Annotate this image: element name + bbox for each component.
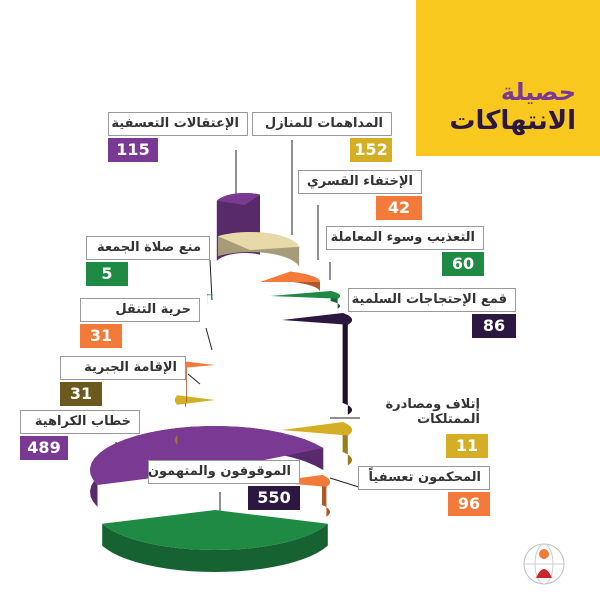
label-value: 86: [472, 314, 516, 338]
pie-slice: [185, 361, 215, 368]
label-value: 152: [350, 138, 392, 162]
label-text: الموقوفون والمتهمون: [148, 460, 300, 484]
title-block: حصيلة الانتهاكات: [416, 0, 600, 156]
leader-line: [209, 259, 213, 301]
label-text: الإختفاء القسري: [298, 170, 422, 194]
pie-slice: [270, 475, 330, 487]
label-text: المداهمات للمنازل: [252, 112, 392, 136]
organization-logo-icon: [523, 543, 565, 585]
pie-slice-side: [102, 523, 328, 572]
label-value: 31: [80, 324, 122, 348]
leader-line: [205, 327, 213, 351]
label-disappearance: الإختفاء القسري 42: [298, 170, 422, 220]
leader-line: [329, 477, 363, 489]
label-torture: التعذيب وسوء المعاملة 60: [326, 226, 484, 276]
label-text: الإعتقالات التعسفية: [108, 112, 248, 136]
pie-slice: [270, 291, 340, 299]
label-text: حرية التنقل: [80, 298, 200, 322]
label-sentenced: المحكمون تعسفياً 96: [358, 466, 490, 518]
label-house-arrest: الإقامة الجبرية 31: [60, 356, 186, 406]
label-text: المحكمون تعسفياً: [358, 466, 490, 490]
pie-slice: [282, 422, 352, 436]
leader-line: [187, 373, 201, 385]
pie-slices: [90, 193, 352, 572]
pie-slice: [217, 232, 300, 250]
page-title-line1: حصيلة: [500, 78, 576, 106]
page-title-line2: الانتهاكات: [449, 106, 576, 136]
label-text: خطاب الكراهية: [20, 410, 140, 434]
label-arbitrary-arrests: الإعتقالات التعسفية 115: [108, 112, 248, 162]
label-hate-speech: خطاب الكراهية 489: [20, 410, 140, 464]
label-text: التعذيب وسوء المعاملة: [326, 226, 484, 250]
pie-slice: [260, 271, 320, 282]
label-text: إتلاف ومصادرة الممتلكات: [385, 397, 481, 427]
label-value: 489: [20, 436, 68, 460]
label-home-raids: المداهمات للمنازل 152: [252, 112, 392, 162]
label-value: 42: [376, 196, 422, 220]
pie-slice: [207, 294, 215, 296]
label-text: الإقامة الجبرية: [60, 356, 186, 380]
label-value: 550: [248, 486, 300, 510]
label-protests: قمع الإحتجاجات السلمية 86: [348, 288, 516, 340]
label-movement: حرية التنقل 31: [80, 298, 200, 348]
label-value: 5: [86, 262, 128, 286]
pie-slice: [216, 193, 260, 205]
label-detentions: الموقوفون والمتهمون 550: [148, 460, 300, 512]
label-property: إتلاف ومصادرة الممتلكات 11: [352, 394, 488, 460]
label-text: قمع الإحتجاجات السلمية: [348, 288, 516, 312]
pie-slice: [102, 510, 328, 550]
label-value: 11: [446, 434, 488, 458]
label-value: 96: [448, 492, 490, 516]
label-text: منع صلاة الجمعة: [86, 236, 210, 260]
pie-slice-side: [342, 313, 352, 415]
label-friday-prayer: منع صلاة الجمعة 5: [86, 236, 210, 286]
label-value: 60: [442, 252, 484, 276]
label-value: 115: [108, 138, 158, 162]
pie-slice-side: [185, 361, 187, 408]
pie-slice: [282, 313, 352, 325]
label-value: 31: [60, 382, 102, 406]
pie-slice: [175, 395, 215, 405]
